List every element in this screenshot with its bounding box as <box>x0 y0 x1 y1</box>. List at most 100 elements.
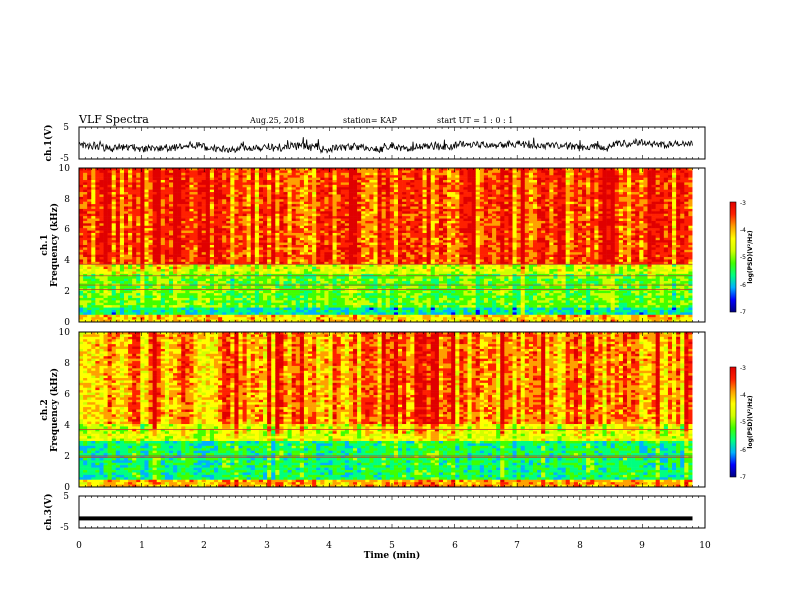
spectrogram-cell <box>316 216 320 219</box>
spectrogram-cell <box>239 202 243 205</box>
spectrogram-cell <box>128 238 132 241</box>
spectrogram-cell <box>210 209 214 212</box>
spectrogram-cell <box>345 269 349 272</box>
spectrogram-cell <box>165 185 169 188</box>
spectrogram-cell <box>218 202 222 205</box>
spectrogram-cell <box>361 207 365 210</box>
spectrogram-cell <box>218 207 222 210</box>
spectrogram-cell <box>255 305 259 308</box>
spectrogram-cell <box>104 305 108 308</box>
spectrogram-cell <box>378 279 382 282</box>
spectrogram-cell <box>116 233 120 236</box>
spectrogram-cell <box>328 247 332 250</box>
spectrogram-cell <box>259 276 263 279</box>
spectrogram-cell <box>341 180 345 183</box>
spectrogram-cell <box>194 274 198 277</box>
spectrogram-cell <box>79 300 83 303</box>
spectrogram-cell <box>173 182 177 185</box>
spectrogram-cell <box>210 281 214 284</box>
spectrogram-cell <box>243 264 247 267</box>
spectrogram-cell <box>263 211 267 214</box>
spectrogram-cell <box>288 271 292 274</box>
spectrogram-cell <box>124 293 128 296</box>
spectrogram-cell <box>128 315 132 318</box>
spectrogram-cell <box>112 211 116 214</box>
spectrogram-cell <box>271 300 275 303</box>
spectrogram-cell <box>189 235 193 238</box>
spectrogram-cell <box>316 233 320 236</box>
spectrogram-cell <box>394 197 398 200</box>
spectrogram-cell <box>267 269 271 272</box>
spectrogram-cell <box>283 259 287 262</box>
spectrogram-cell <box>194 199 198 202</box>
spectrogram-cell <box>173 243 177 246</box>
spectrogram-cell <box>300 209 304 212</box>
spectrogram-cell <box>165 190 169 193</box>
spectrogram-cell <box>214 312 218 315</box>
spectrogram-cell <box>255 233 259 236</box>
spectrogram-cell <box>87 219 91 222</box>
spectrogram-cell <box>218 231 222 234</box>
spectrogram-cell <box>108 187 112 190</box>
spectrogram-cell <box>116 216 120 219</box>
spectrogram-cell <box>283 238 287 241</box>
spectrogram-cell <box>169 231 173 234</box>
spectrogram-cell <box>365 312 369 315</box>
spectrogram-cell <box>95 170 99 173</box>
spectrogram-cell <box>189 269 193 272</box>
spectrogram-cell <box>206 194 210 197</box>
spectrogram-cell <box>341 219 345 222</box>
spectrogram-cell <box>202 300 206 303</box>
spectrogram-cell <box>324 245 328 248</box>
spectrogram-cell <box>373 298 377 301</box>
spectrogram-cell <box>357 228 361 231</box>
spectrogram-cell <box>251 257 255 260</box>
spectrogram-cell <box>300 231 304 234</box>
spectrogram-cell <box>275 257 279 260</box>
spectrogram-cell <box>149 308 153 311</box>
spectrogram-cell <box>271 194 275 197</box>
spectrogram-cell <box>267 245 271 248</box>
spectrogram-cell <box>243 173 247 176</box>
spectrogram-cell <box>206 308 210 311</box>
spectrogram-cell <box>128 178 132 181</box>
spectrogram-cell <box>337 204 341 207</box>
spectrogram-cell <box>198 281 202 284</box>
spectrogram-cell <box>95 211 99 214</box>
spectrogram-cell <box>378 257 382 260</box>
spectrogram-cell <box>239 247 243 250</box>
spectrogram-cell <box>345 173 349 176</box>
spectrogram-cell <box>275 219 279 222</box>
spectrogram-cell <box>337 207 341 210</box>
spectrogram-cell <box>353 197 357 200</box>
spectrogram-cell <box>87 255 91 258</box>
spectrogram-cell <box>173 305 177 308</box>
spectrogram-cell <box>165 207 169 210</box>
spectrogram-cell <box>222 267 226 270</box>
spectrogram-cell <box>87 228 91 231</box>
spectrogram-cell <box>394 211 398 214</box>
spectrogram-cell <box>308 223 312 226</box>
spectrogram-cell <box>312 317 316 320</box>
spectrogram-cell <box>300 317 304 320</box>
ch1-waveform-panel: 5 -5 ch.1(V) <box>43 123 705 164</box>
spectrogram-cell <box>132 233 136 236</box>
spectrogram-cell <box>198 240 202 243</box>
spectrogram-cell <box>292 228 296 231</box>
spectrogram-cell <box>259 202 263 205</box>
spectrogram-cell <box>349 197 353 200</box>
spectrogram-cell <box>218 317 222 320</box>
spectrogram-cell <box>333 269 337 272</box>
spectrogram-cell <box>288 231 292 234</box>
spectrogram-cell <box>210 267 214 270</box>
spectrogram-cell <box>116 185 120 188</box>
spectrogram-cell <box>292 312 296 315</box>
spectrogram-cell <box>177 300 181 303</box>
spectrogram-cell <box>312 197 316 200</box>
spectrogram-cell <box>149 197 153 200</box>
spectrogram-cell <box>308 178 312 181</box>
spectrogram-cell <box>373 235 377 238</box>
spectrogram-cell <box>369 204 373 207</box>
spectrogram-cell <box>140 204 144 207</box>
spectrogram-cell <box>161 194 165 197</box>
